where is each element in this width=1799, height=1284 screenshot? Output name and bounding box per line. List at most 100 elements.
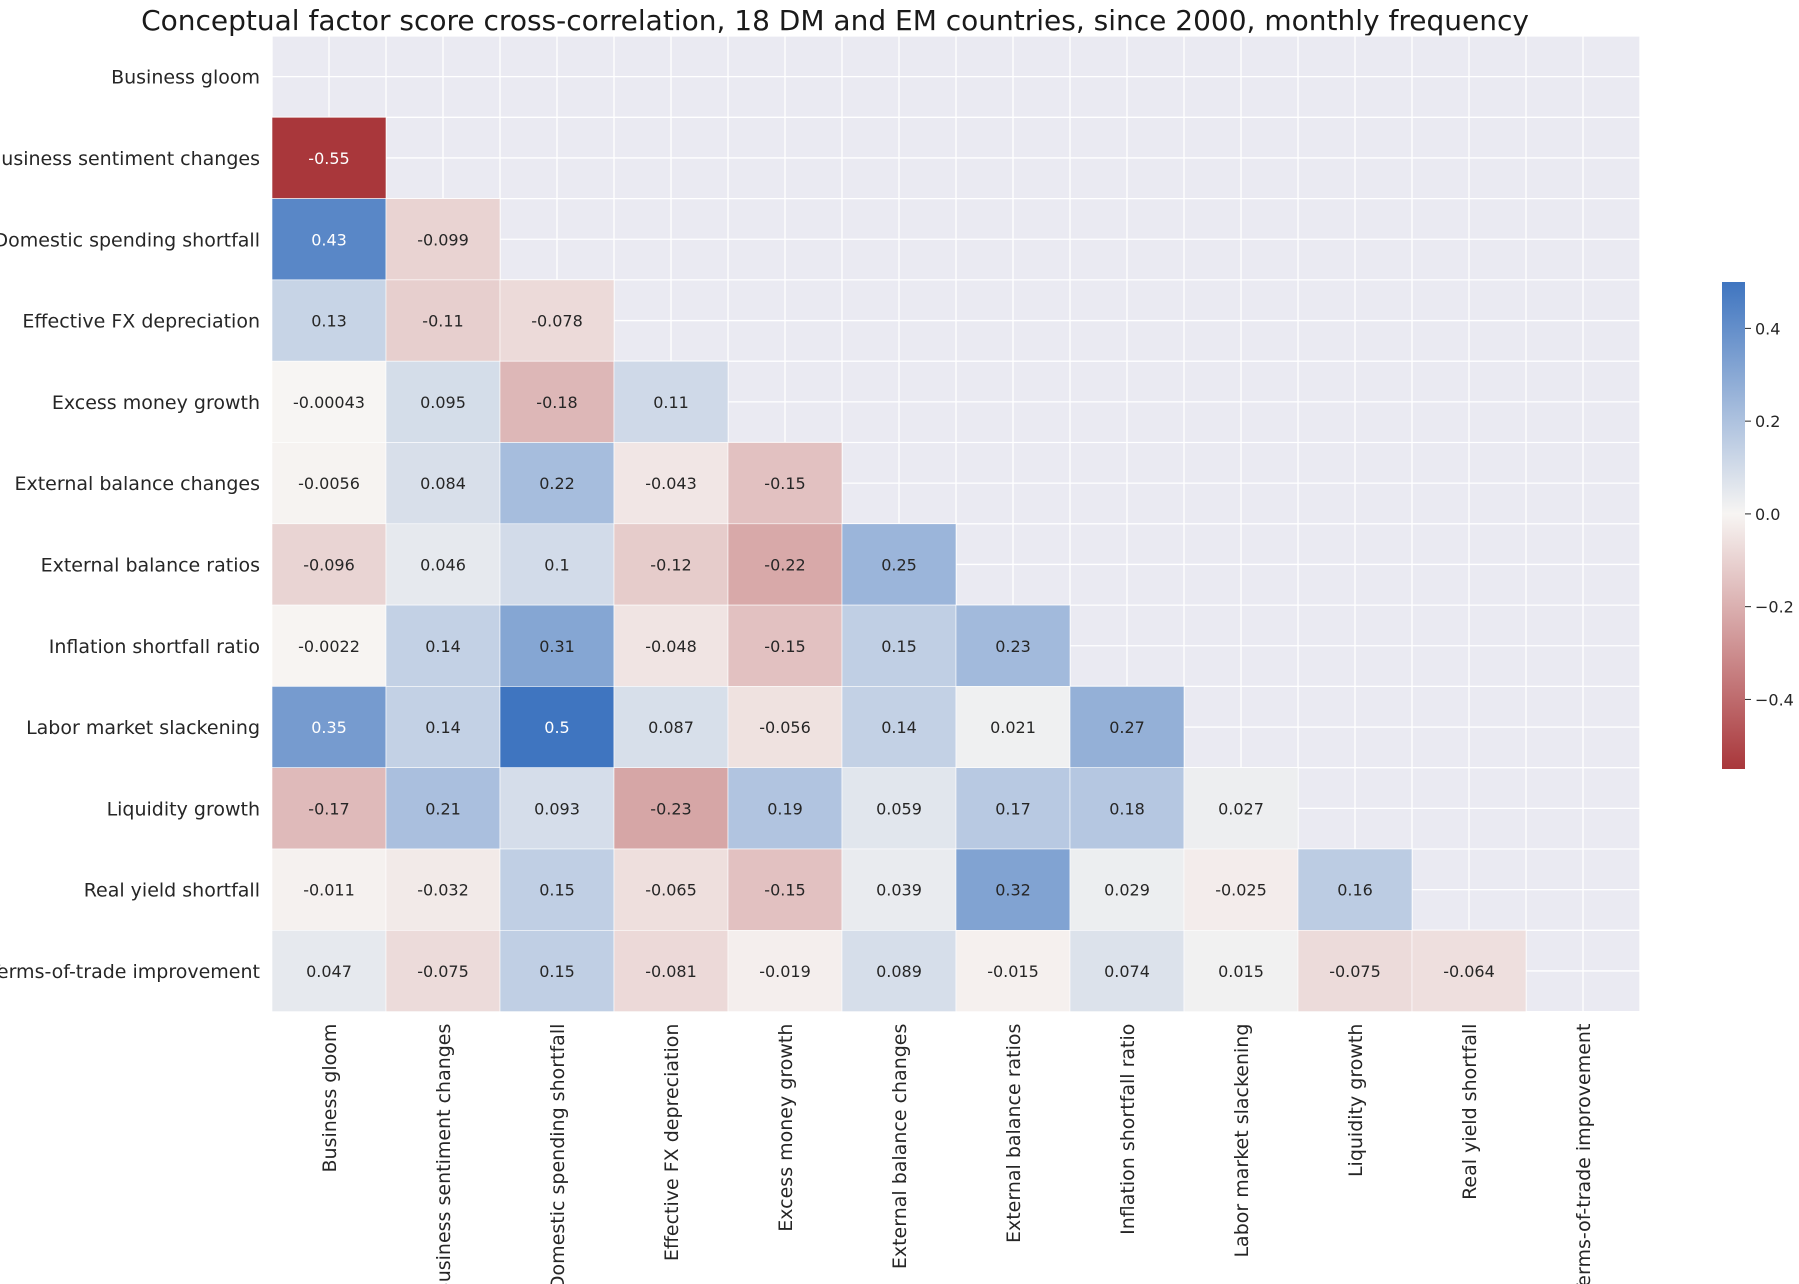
heatmap-cell: [271, 848, 387, 931]
column-label: Real yield shortfall: [1459, 1024, 1481, 1200]
cell-value-label: -0.075: [1329, 962, 1381, 981]
column-label: Excess money growth: [775, 1024, 797, 1232]
cell-value-label: 0.095: [420, 393, 466, 412]
cell-value-label: 0.029: [1104, 881, 1150, 900]
cell-value-label: 0.089: [876, 962, 922, 981]
column-label: Domestic spending shortfall: [547, 1024, 569, 1284]
cell-value-label: 0.084: [420, 474, 466, 493]
column-label: Effective FX depreciation: [661, 1024, 683, 1262]
colorbar: [1722, 282, 1745, 769]
column-labels: Business gloom Business sentiment changes…: [319, 1024, 1595, 1284]
heatmap-cell: [499, 929, 615, 1012]
heatmap-cell: [841, 929, 957, 1012]
cell-value-label: 0.15: [881, 637, 917, 656]
heatmap-cell: [727, 929, 843, 1012]
row-label: Effective FX depreciation: [22, 311, 260, 333]
heatmap-cell: [613, 767, 729, 850]
cell-value-label: 0.35: [311, 718, 347, 737]
cell-value-label: 0.1: [544, 555, 569, 574]
cell-value-label: 0.17: [995, 799, 1031, 818]
cell-value-label: 0.23: [995, 637, 1031, 656]
cell-value-label: -0.015: [987, 962, 1039, 981]
row-label: Terms-of-trade improvement: [0, 961, 260, 983]
heatmap-cell: [385, 198, 501, 281]
row-label: Liquidity growth: [107, 798, 260, 820]
heatmap-cells: -0.55 0.43 -0.099 0.13 -0.11 -0.078 -0.00043 0.…: [271, 117, 1527, 1012]
column-label: External balance changes: [889, 1024, 911, 1270]
cell-value-label: 0.027: [1218, 799, 1264, 818]
cell-value-label: 0.5: [544, 718, 569, 737]
heatmap-cell: [841, 686, 957, 769]
cell-value-label: 0.021: [990, 718, 1036, 737]
column-label: Liquidity growth: [1345, 1024, 1367, 1177]
row-label: Domestic spending shortfall: [0, 229, 260, 251]
cell-value-label: 0.14: [881, 718, 917, 737]
heatmap-cell: [499, 767, 615, 850]
heatmap-cell: [385, 686, 501, 769]
row-label: Business gloom: [111, 67, 260, 89]
row-label: Excess money growth: [52, 392, 260, 414]
column-label: Labor market slackening: [1231, 1024, 1253, 1258]
cell-value-label: 0.16: [1337, 881, 1373, 900]
heatmap-cell: [727, 848, 843, 931]
heatmap-cell: [727, 442, 843, 525]
cell-value-label: 0.047: [306, 962, 352, 981]
colorbar-tick-label: 0.2: [1755, 412, 1780, 431]
heatmap-cell: [613, 686, 729, 769]
cell-value-label: 0.22: [539, 474, 575, 493]
heatmap-cell: [613, 848, 729, 931]
heatmap-cell: [1297, 929, 1413, 1012]
row-label: Inflation shortfall ratio: [49, 636, 260, 658]
heatmap-cell: [385, 929, 501, 1012]
cell-value-label: 0.015: [1218, 962, 1264, 981]
heatmap-cell: [613, 442, 729, 525]
cell-value-label: -0.056: [759, 718, 811, 737]
heatmap-cell: [499, 604, 615, 687]
cell-value-label: 0.27: [1109, 718, 1145, 737]
heatmap-cell: [271, 198, 387, 281]
heatmap-cell: [613, 523, 729, 606]
colorbar-ticks: 0.4 0.2 0.0 −0.2 −0.4: [1745, 319, 1794, 709]
cell-value-label: -0.55: [308, 149, 349, 168]
heatmap-cell: [955, 767, 1071, 850]
heatmap-cell: [1411, 929, 1527, 1012]
cell-value-label: 0.21: [425, 799, 461, 818]
column-label: Terms-of-trade improvement: [1573, 1024, 1595, 1284]
cell-value-label: 0.15: [539, 962, 575, 981]
cell-value-label: 0.14: [425, 637, 461, 656]
cell-value-label: 0.074: [1104, 962, 1150, 981]
cell-value-label: -0.15: [764, 881, 805, 900]
heatmap-cell: [727, 686, 843, 769]
heatmap-cell: [1069, 929, 1185, 1012]
heatmap-cell: [1069, 686, 1185, 769]
column-label: External balance ratios: [1003, 1024, 1025, 1243]
heatmap-cell: [613, 360, 729, 443]
colorbar-tick-label: 0.4: [1755, 319, 1780, 338]
cell-value-label: -0.17: [308, 799, 349, 818]
cell-value-label: -0.099: [417, 230, 469, 249]
heatmap-cell: [385, 360, 501, 443]
cell-value-label: -0.064: [1443, 962, 1495, 981]
heatmap-cell: [613, 604, 729, 687]
heatmap-cell: [1183, 929, 1299, 1012]
row-label: External balance changes: [14, 473, 260, 495]
heatmap-cell: [385, 523, 501, 606]
cell-value-label: 0.13: [311, 312, 347, 331]
heatmap-cell: [727, 767, 843, 850]
cell-value-label: 0.046: [420, 555, 466, 574]
heatmap-cell: [499, 279, 615, 362]
cell-value-label: -0.15: [764, 637, 805, 656]
heatmap-cell: [499, 686, 615, 769]
cell-value-label: 0.039: [876, 881, 922, 900]
heatmap-cell: [727, 604, 843, 687]
cell-value-label: -0.025: [1215, 881, 1267, 900]
heatmap-cell: [955, 848, 1071, 931]
cell-value-label: -0.22: [764, 555, 805, 574]
cell-value-label: 0.087: [648, 718, 694, 737]
cell-value-label: 0.14: [425, 718, 461, 737]
chart-title: Conceptual factor score cross-correlatio…: [141, 4, 1529, 37]
heatmap-cell: [955, 929, 1071, 1012]
heatmap-cell: [955, 604, 1071, 687]
row-label: External balance ratios: [41, 554, 260, 576]
heatmap-cell: [499, 848, 615, 931]
